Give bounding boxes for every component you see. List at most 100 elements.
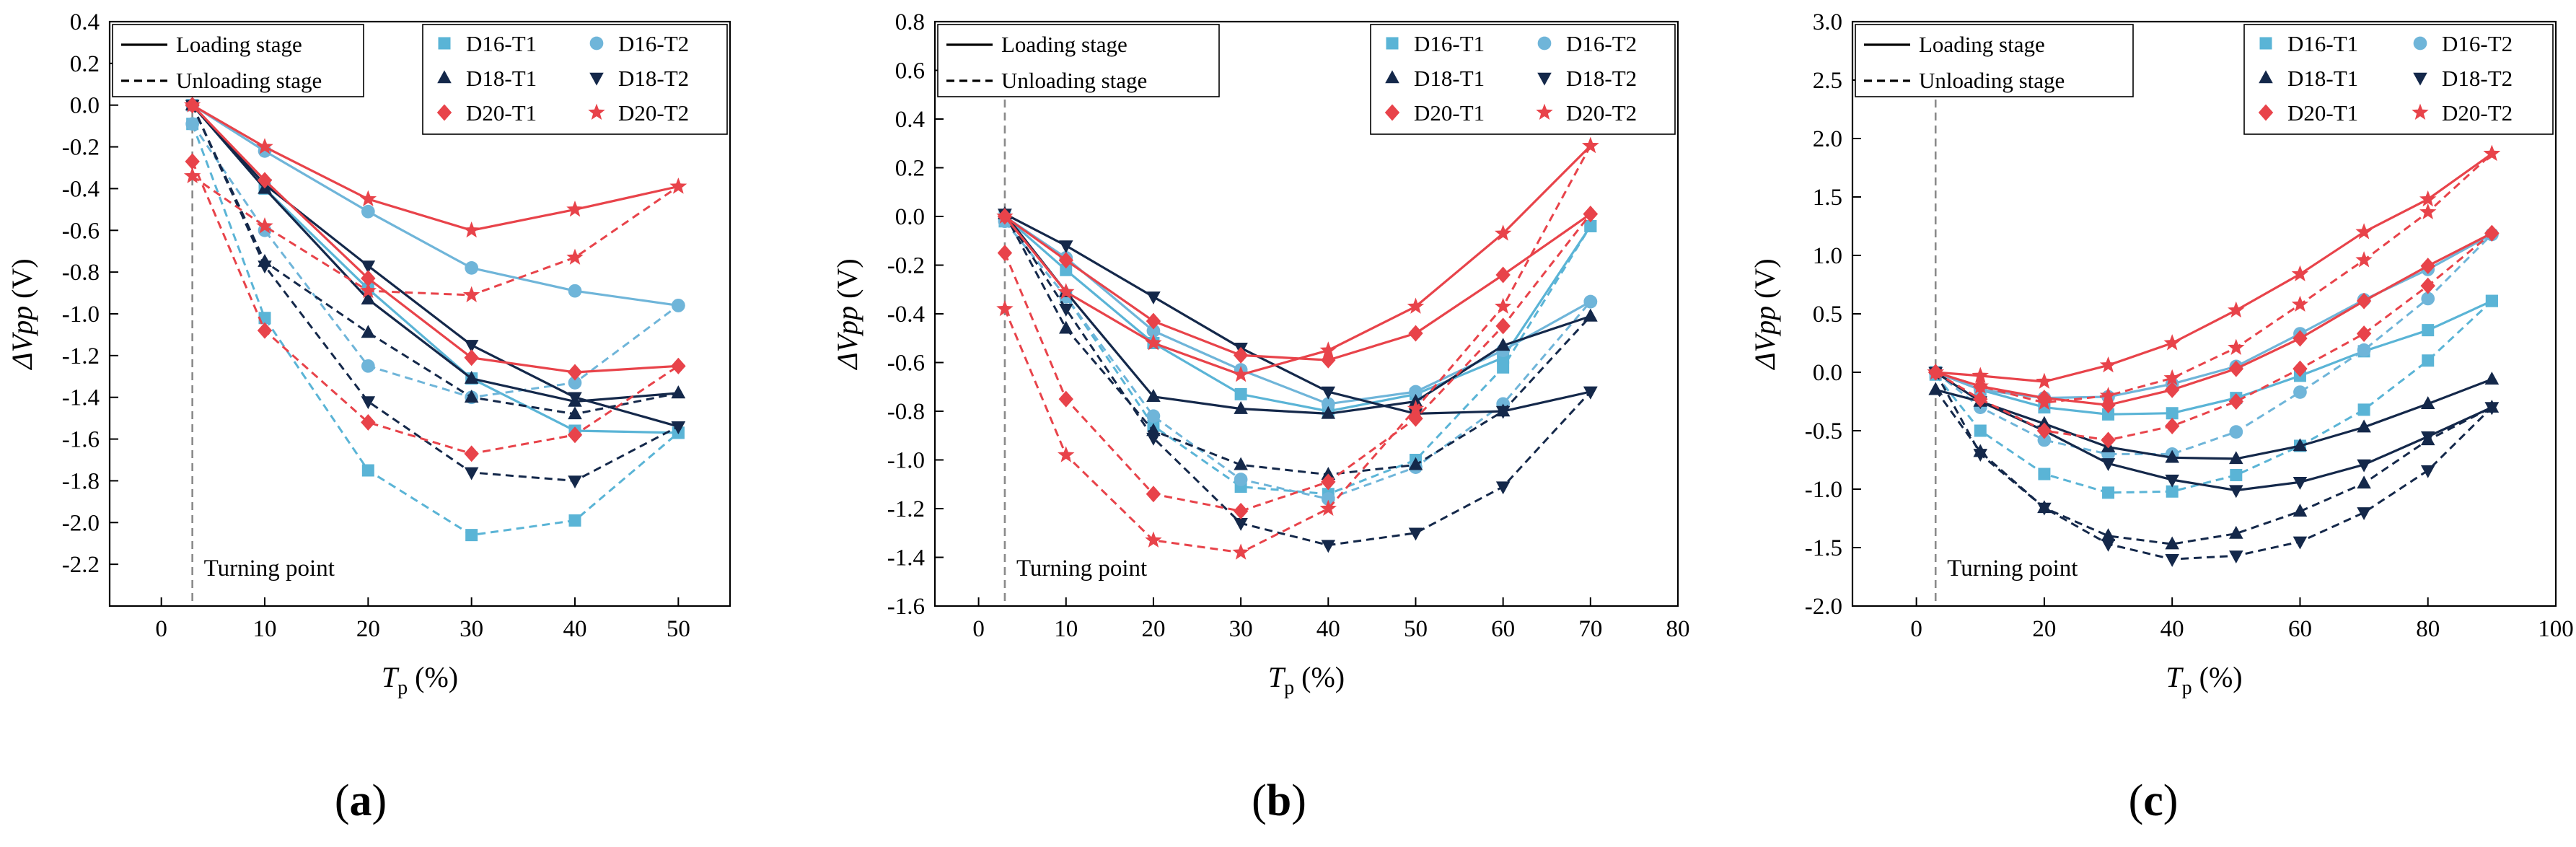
unloading-point-d16-t2 xyxy=(2229,425,2243,439)
legend-marker-d16-t2 xyxy=(2413,36,2427,51)
legend-marker-d16-t1 xyxy=(2259,37,2272,50)
unloading-point-d20-t2 xyxy=(1058,446,1075,462)
legend-marker-d18-t2 xyxy=(1537,72,1552,86)
y-tick-label: -0.2 xyxy=(62,135,100,161)
loading-point-d20-t1 xyxy=(2356,292,2372,310)
unloading-point-d20-t1 xyxy=(2420,277,2435,294)
legend-label-d18-t2: D18-T2 xyxy=(618,66,689,91)
chart-panel-a: 0 10 20 30 40 50 0.4 0.2 0.0 -0.2 -0.4 -0.6 -0.8 -1.0… xyxy=(6,9,731,699)
loading-point-d20-t2 xyxy=(1971,367,1989,383)
loading-point-d18-t1 xyxy=(2420,396,2435,409)
loading-point-d18-t2 xyxy=(568,392,582,405)
y-tick-label: -0.6 xyxy=(887,351,925,377)
y-tick-label: 1.5 xyxy=(1813,185,1842,211)
loading-line-d20-t1 xyxy=(1003,213,1591,361)
legend-label-d18-t2: D18-T2 xyxy=(1566,66,1637,91)
unloading-point-d18-t2 xyxy=(2101,538,2116,552)
unloading-point-d20-t1 xyxy=(361,413,376,431)
loading-point-d18-t1 xyxy=(1146,389,1161,402)
unloading-point-d20-t2 xyxy=(462,286,480,302)
legend-label-d18-t2: D18-T2 xyxy=(2442,66,2513,91)
loading-point-d16-t2 xyxy=(465,261,479,275)
loading-line-d20-t2 xyxy=(1935,152,2493,383)
loading-point-d16-t1 xyxy=(2166,407,2179,420)
loading-point-d20-t2 xyxy=(462,221,480,238)
loading-point-d18-t1 xyxy=(1495,338,1511,351)
unloading-point-d18-t1 xyxy=(464,390,479,403)
loading-point-d18-t2 xyxy=(361,260,376,274)
series-d20-t2 xyxy=(1927,144,2501,411)
unloading-point-d18-t2 xyxy=(258,260,272,274)
unloading-point-d20-t1 xyxy=(2293,360,2308,377)
y-tick-label: 0.2 xyxy=(70,51,100,77)
legend-marker-d20-t1 xyxy=(2258,104,2274,121)
loading-point-d18-t2 xyxy=(2165,474,2179,488)
legend-marker-d16-t1 xyxy=(1386,37,1399,50)
y-tick-label: 0.0 xyxy=(895,204,925,230)
legend-marker-d16-t2 xyxy=(589,36,604,51)
x-tick-label: 20 xyxy=(356,616,380,642)
loading-point-d20-t2 xyxy=(2036,372,2053,389)
series-d16-t1 xyxy=(1929,294,2498,499)
loading-point-d16-t2 xyxy=(671,299,685,312)
unloading-point-d20-t1 xyxy=(2164,418,2180,434)
loading-point-d20-t1 xyxy=(2293,330,2308,347)
loading-point-d16-t2 xyxy=(1321,397,1335,411)
unloading-line-d18-t1 xyxy=(1934,389,2493,545)
loading-point-d20-t2 xyxy=(2483,144,2501,162)
y-tick-label: -1.5 xyxy=(1805,535,1842,561)
loading-point-d16-t1 xyxy=(2102,408,2115,421)
legend-marker-d20-t1 xyxy=(1384,104,1400,121)
series-d16-t2 xyxy=(1928,227,2499,461)
series-d18-t2 xyxy=(998,209,1598,553)
loading-point-d18-t1 xyxy=(1234,401,1248,414)
y-tick-label: -1.6 xyxy=(887,594,925,620)
y-tick-label: 0.5 xyxy=(1813,302,1842,328)
legend-unloading-label: Unloading stage xyxy=(1919,68,2065,93)
unloading-point-d20-t2 xyxy=(2419,203,2437,220)
loading-point-d20-t1 xyxy=(2228,360,2244,377)
unloading-point-d16-t2 xyxy=(568,376,582,390)
series-d20-t1 xyxy=(997,206,1599,519)
x-tick-label: 0 xyxy=(1910,616,1922,642)
loading-point-d20-t2 xyxy=(669,177,687,194)
unloading-line-d16-t1 xyxy=(191,123,680,537)
series-d18-t1 xyxy=(998,206,1598,480)
unloading-point-d20-t1 xyxy=(1233,502,1249,519)
loading-point-d20-t2 xyxy=(2163,334,2181,351)
loading-point-d16-t2 xyxy=(1409,385,1423,399)
loading-point-d18-t2 xyxy=(2229,485,2243,499)
unloading-point-d20-t1 xyxy=(257,322,273,339)
unloading-point-d16-t1 xyxy=(1974,424,1987,437)
loading-point-d20-t2 xyxy=(2355,223,2373,240)
legend-label-d20-t1: D20-T1 xyxy=(1414,100,1485,126)
loading-point-d20-t1 xyxy=(361,270,376,287)
unloading-point-d16-t2 xyxy=(2037,433,2052,447)
legend-marker-d16-t1 xyxy=(438,37,451,50)
unloading-point-d20-t2 xyxy=(2291,295,2309,312)
loading-point-d18-t1 xyxy=(671,385,686,399)
y-axis-title: ΔVpp (V) xyxy=(6,258,38,370)
legend-label-d20-t2: D20-T2 xyxy=(618,100,689,126)
legend-loading-label: Loading stage xyxy=(1001,32,1127,57)
y-tick-label: -2.0 xyxy=(1805,594,1842,620)
unloading-point-d18-t2 xyxy=(2229,550,2243,563)
loading-point-d16-t1 xyxy=(1060,263,1073,276)
unloading-line-d16-t2 xyxy=(1003,220,1591,501)
unloading-point-d18-t2 xyxy=(2293,536,2308,550)
unloading-point-d18-t1 xyxy=(361,325,376,338)
unloading-point-d16-t2 xyxy=(2421,291,2435,306)
y-tick-label: -0.8 xyxy=(62,260,100,286)
unloading-point-d18-t1 xyxy=(2357,475,2371,489)
loading-point-d20-t2 xyxy=(996,207,1014,224)
loading-point-d20-t2 xyxy=(1494,224,1512,241)
y-tick-label: -0.4 xyxy=(62,176,100,202)
loading-point-d18-t2 xyxy=(2357,459,2371,473)
loading-point-d20-t1 xyxy=(2101,396,2116,413)
x-tick-label: 80 xyxy=(1666,616,1690,642)
y-tick-label: -2.2 xyxy=(62,552,100,578)
unloading-point-d18-t2 xyxy=(1973,449,1988,462)
legend-marker-d18-t2 xyxy=(589,72,604,86)
loading-point-d20-t1 xyxy=(1233,346,1249,364)
loading-point-d16-t1 xyxy=(1234,387,1247,400)
